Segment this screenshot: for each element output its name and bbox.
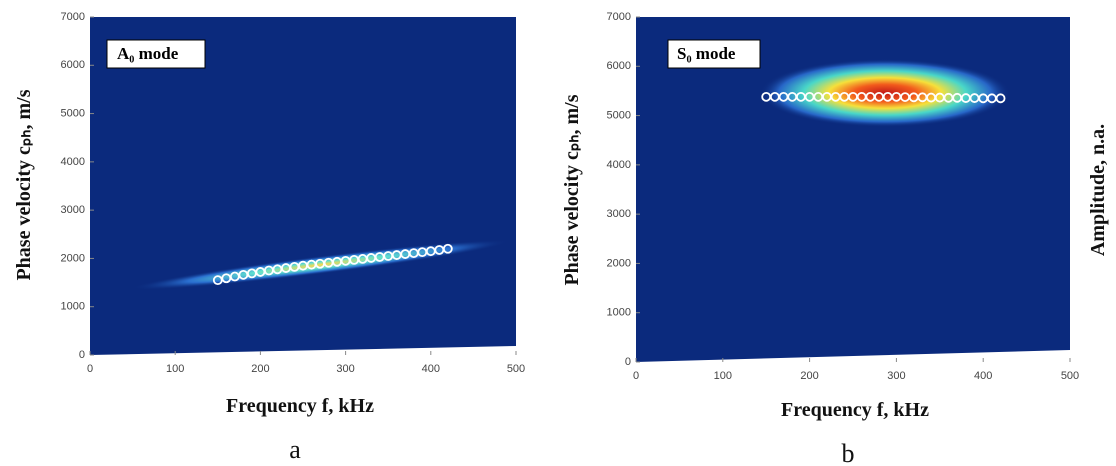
y-tick-label: 1000 — [61, 301, 85, 313]
panel-label: a — [289, 435, 301, 464]
y-axis-label: Phase velocity cₚₕ, m/s — [561, 94, 583, 285]
mask — [90, 346, 516, 355]
x-tick-label: 200 — [251, 363, 269, 375]
x-axis-label: Frequency f, kHz — [781, 399, 929, 421]
y-tick-label: 2000 — [61, 252, 85, 264]
x-tick-label: 500 — [1061, 370, 1079, 382]
y-tick-label: 3000 — [61, 204, 85, 216]
y-tick-label: 4000 — [607, 159, 631, 171]
panel-label: b — [842, 439, 855, 466]
glow — [131, 240, 509, 290]
x-tick-label: 0 — [87, 363, 93, 375]
panel-title: S₀ mode — [677, 44, 736, 63]
heatmap-a — [90, 17, 516, 355]
y-tick-label: 2000 — [607, 257, 631, 269]
x-axis-label: Frequency f, kHz — [226, 395, 374, 417]
y-tick-label: 3000 — [607, 208, 631, 220]
y-tick-label: 0 — [625, 356, 631, 368]
x-tick-label: 300 — [887, 370, 905, 382]
x-tick-label: 100 — [714, 370, 732, 382]
marker — [442, 243, 453, 254]
colorbar-label: Amplitude, n.a. — [1087, 124, 1109, 256]
x-tick-label: 100 — [166, 363, 184, 375]
x-tick-label: 500 — [507, 363, 525, 375]
x-tick-label: 400 — [974, 370, 992, 382]
y-tick-label: 1000 — [607, 307, 631, 319]
x-tick-label: 300 — [336, 363, 354, 375]
title-box — [106, 39, 206, 69]
y-axis-label: Phase velocity cₚₕ, m/s — [13, 89, 35, 280]
panel-title: A₀ mode — [117, 44, 179, 63]
x-tick-label: 0 — [633, 370, 639, 382]
y-tick-label: 7000 — [61, 11, 85, 23]
y-tick-label: 6000 — [607, 60, 631, 72]
mask — [636, 350, 1070, 362]
y-tick-label: 4000 — [61, 156, 85, 168]
title-box — [667, 39, 761, 69]
y-tick-label: 5000 — [607, 109, 631, 121]
marker — [995, 93, 1006, 104]
y-tick-label: 7000 — [607, 11, 631, 23]
x-tick-label: 400 — [422, 363, 440, 375]
y-tick-label: 6000 — [61, 59, 85, 71]
marker — [212, 275, 223, 286]
y-tick-label: 0 — [79, 349, 85, 361]
y-tick-label: 5000 — [61, 107, 85, 119]
x-tick-label: 200 — [800, 370, 818, 382]
